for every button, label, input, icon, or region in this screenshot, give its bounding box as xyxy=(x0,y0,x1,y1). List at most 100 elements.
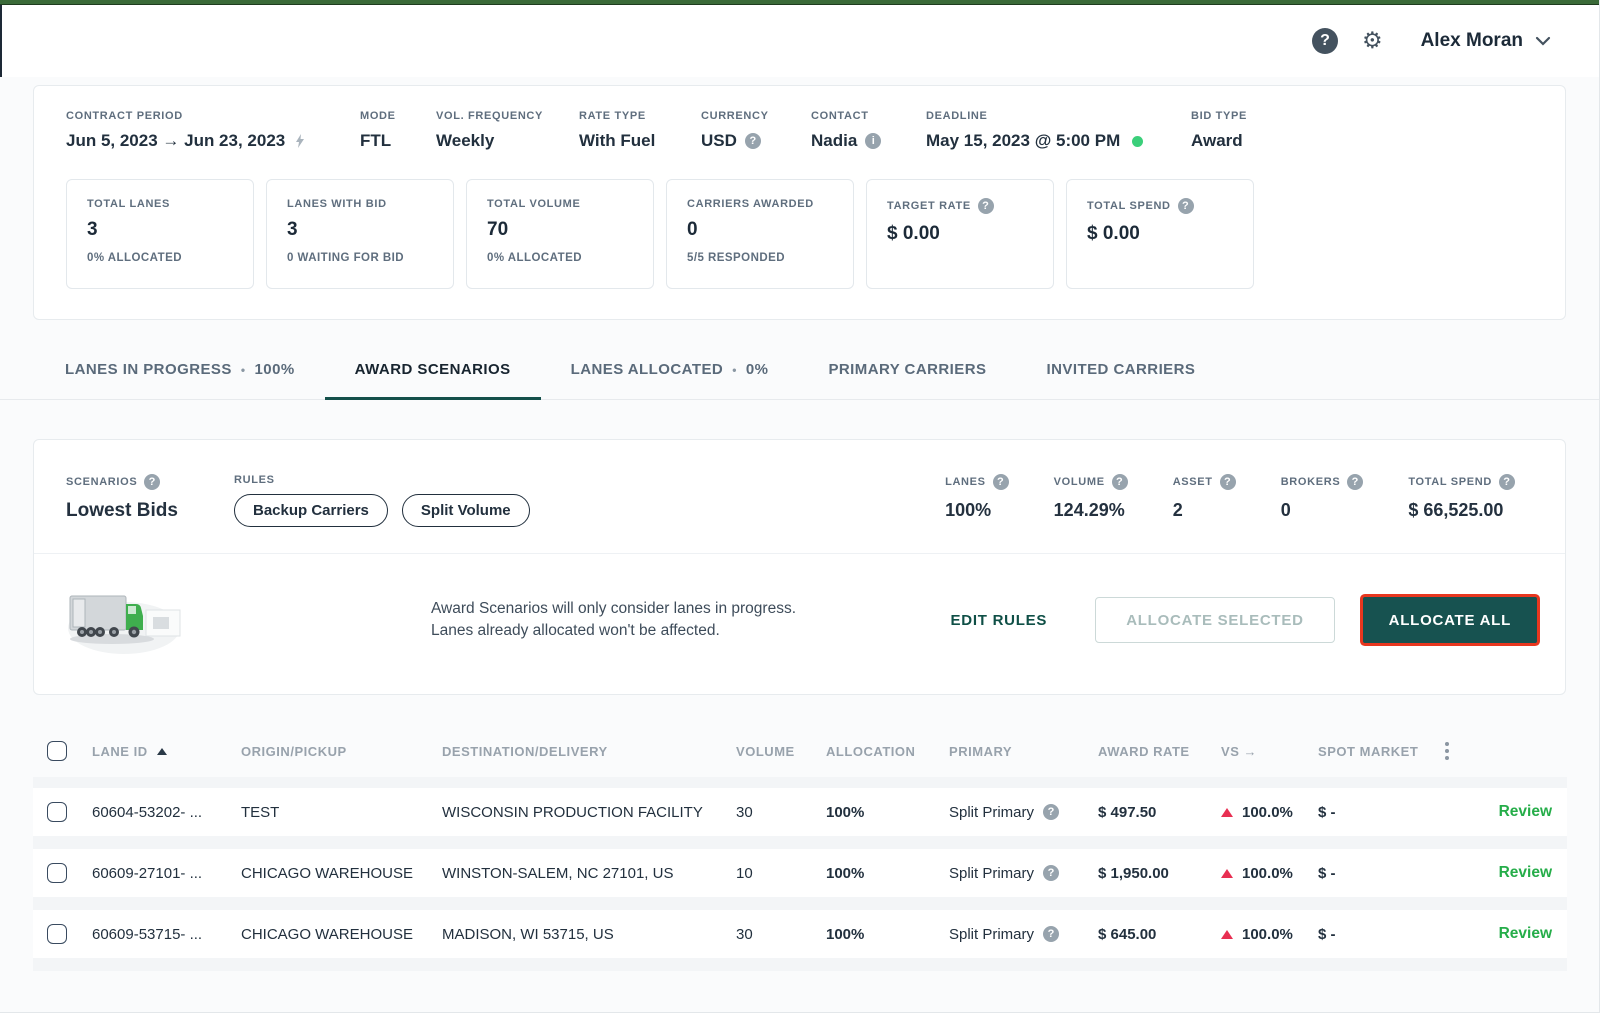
chevron-down-icon xyxy=(1535,36,1551,46)
award-rate-cell: $ 645.00 xyxy=(1098,926,1221,943)
help-icon[interactable]: ? xyxy=(993,474,1009,490)
card-subtext: 0% ALLOCATED xyxy=(487,252,633,264)
lane-id-cell: 60604-53202- ... xyxy=(92,804,241,821)
tab-primary-carriers[interactable]: PRIMARY CARRIERS xyxy=(798,342,1016,400)
field-currency: CURRENCY USD ? xyxy=(701,110,811,151)
volume-cell: 10 xyxy=(736,865,826,882)
table-body: 60604-53202- ... TEST WISCONSIN PRODUCTI… xyxy=(33,777,1567,971)
help-icon[interactable]: ? xyxy=(978,198,994,214)
help-icon[interactable]: ? xyxy=(1043,865,1059,881)
stat-label: BROKERS xyxy=(1281,476,1341,488)
header-lane-id[interactable]: LANE ID xyxy=(92,744,241,759)
field-label: CURRENCY xyxy=(701,110,811,122)
field-contact: CONTACT Nadia i xyxy=(811,110,926,151)
rule-pill-backup-carriers[interactable]: Backup Carriers xyxy=(234,494,388,527)
card-carriers-awarded: CARRIERS AWARDED 0 5/5 RESPONDED xyxy=(666,179,854,289)
note-line-2: Lanes already allocated won't be affecte… xyxy=(431,620,796,642)
stat-value: 124.29% xyxy=(1054,500,1128,521)
row-checkbox[interactable] xyxy=(47,863,67,883)
help-icon[interactable]: ? xyxy=(745,133,761,149)
field-label: VOL. FREQUENCY xyxy=(436,110,579,122)
review-link[interactable]: Review xyxy=(1499,925,1552,942)
tab-invited-carriers[interactable]: INVITED CARRIERS xyxy=(1017,342,1226,400)
scenario-summary-row: SCENARIOS? Lowest Bids RULES Backup Carr… xyxy=(34,440,1565,553)
primary-cell: Split Primary? xyxy=(949,926,1098,943)
column-options-icon[interactable] xyxy=(1439,742,1455,760)
help-icon[interactable]: ? xyxy=(1043,926,1059,942)
triangle-up-icon xyxy=(1221,808,1233,817)
edit-rules-button[interactable]: EDIT RULES xyxy=(945,611,1054,630)
help-icon[interactable]: ? xyxy=(1112,474,1128,490)
help-icon[interactable]: ? xyxy=(144,474,160,490)
tab-badge: 0% xyxy=(746,361,769,378)
help-icon[interactable]: ? xyxy=(1043,804,1059,820)
help-icon[interactable]: ? xyxy=(1178,198,1194,214)
field-vol-frequency: VOL. FREQUENCY Weekly xyxy=(436,110,579,151)
allocate-selected-button[interactable]: ALLOCATE SELECTED xyxy=(1095,597,1334,643)
card-total-lanes: TOTAL LANES 3 0% ALLOCATED xyxy=(66,179,254,289)
field-label: RATE TYPE xyxy=(579,110,701,122)
allocation-cell: 100% xyxy=(826,926,949,943)
header-vs[interactable]: VS → xyxy=(1221,744,1318,759)
truck-illustration xyxy=(66,584,186,656)
help-icon[interactable]: ? xyxy=(1220,474,1236,490)
header-spot-market[interactable]: SPOT MARKET xyxy=(1318,744,1439,759)
stat-label: ASSET xyxy=(1173,476,1213,488)
scenarios-block: SCENARIOS? Lowest Bids xyxy=(66,474,234,522)
stat-value: 0 xyxy=(1281,500,1364,521)
review-link[interactable]: Review xyxy=(1499,864,1552,881)
card-target-rate: TARGET RATE? $ 0.00 xyxy=(866,179,1054,289)
card-label: LANES WITH BID xyxy=(287,198,433,210)
scenario-actions: EDIT RULES ALLOCATE SELECTED ALLOCATE AL… xyxy=(945,597,1538,643)
status-dot-icon xyxy=(1132,136,1143,147)
rules-block: RULES Backup Carriers Split Volume xyxy=(234,474,530,527)
user-menu[interactable]: Alex Moran xyxy=(1415,29,1557,53)
primary-cell: Split Primary? xyxy=(949,804,1098,821)
field-deadline: DEADLINE May 15, 2023 @ 5:00 PM xyxy=(926,110,1191,151)
contract-summary-panel: CONTRACT PERIOD Jun 5, 2023 → Jun 23, 20… xyxy=(33,85,1566,320)
triangle-up-icon xyxy=(1221,869,1233,878)
row-checkbox[interactable] xyxy=(47,924,67,944)
tab-award-scenarios[interactable]: AWARD SCENARIOS xyxy=(325,342,541,400)
header-award-rate[interactable]: AWARD RATE xyxy=(1098,744,1221,759)
allocate-all-button[interactable]: ALLOCATE ALL xyxy=(1363,597,1537,643)
card-label: TOTAL VOLUME xyxy=(487,198,633,210)
rule-pill-split-volume[interactable]: Split Volume xyxy=(402,494,530,527)
row-checkbox[interactable] xyxy=(47,802,67,822)
select-all-checkbox[interactable] xyxy=(47,741,67,761)
card-value: 3 xyxy=(87,219,233,241)
gear-icon[interactable]: ⚙ xyxy=(1362,30,1383,53)
field-label: BID TYPE xyxy=(1191,110,1247,122)
stat-volume: VOLUME? 124.29% xyxy=(1054,474,1128,521)
scenario-panel: SCENARIOS? Lowest Bids RULES Backup Carr… xyxy=(33,439,1566,695)
tab-lanes-allocated[interactable]: LANES ALLOCATED • 0% xyxy=(541,342,799,400)
stat-total-spend: TOTAL SPEND? $ 66,525.00 xyxy=(1408,474,1515,521)
header-allocation[interactable]: ALLOCATION xyxy=(826,744,949,759)
help-icon[interactable]: ? xyxy=(1499,474,1515,490)
stat-asset: ASSET? 2 xyxy=(1173,474,1236,521)
field-value: Award xyxy=(1191,131,1247,151)
field-value: Nadia xyxy=(811,131,857,151)
card-value: 3 xyxy=(287,219,433,241)
tab-badge: 100% xyxy=(255,361,295,378)
header-primary[interactable]: PRIMARY xyxy=(949,744,1098,759)
card-lanes-with-bid: LANES WITH BID 3 0 WAITING FOR BID xyxy=(266,179,454,289)
table-row: 60604-53202- ... TEST WISCONSIN PRODUCTI… xyxy=(33,788,1567,836)
review-link[interactable]: Review xyxy=(1499,803,1552,820)
table-row: 60609-53715- ... CHICAGO WAREHOUSE MADIS… xyxy=(33,910,1567,958)
help-icon[interactable]: ? xyxy=(1347,474,1363,490)
rules-label: RULES xyxy=(234,474,530,486)
help-icon[interactable]: ? xyxy=(1312,28,1338,54)
field-label: DEADLINE xyxy=(926,110,1191,122)
tab-label: LANES ALLOCATED xyxy=(571,361,724,378)
header-destination[interactable]: DESTINATION/DELIVERY xyxy=(442,744,736,759)
field-label: CONTRACT PERIOD xyxy=(66,110,360,122)
header-origin[interactable]: ORIGIN/PICKUP xyxy=(241,744,442,759)
bolt-icon xyxy=(293,133,307,149)
header-volume[interactable]: VOLUME xyxy=(736,744,826,759)
stat-label: VOLUME xyxy=(1054,476,1105,488)
info-icon[interactable]: i xyxy=(865,133,881,149)
field-bid-type: BID TYPE Award xyxy=(1191,110,1247,151)
card-subtext: 5/5 RESPONDED xyxy=(687,252,833,264)
tab-lanes-in-progress[interactable]: LANES IN PROGRESS • 100% xyxy=(35,342,325,400)
